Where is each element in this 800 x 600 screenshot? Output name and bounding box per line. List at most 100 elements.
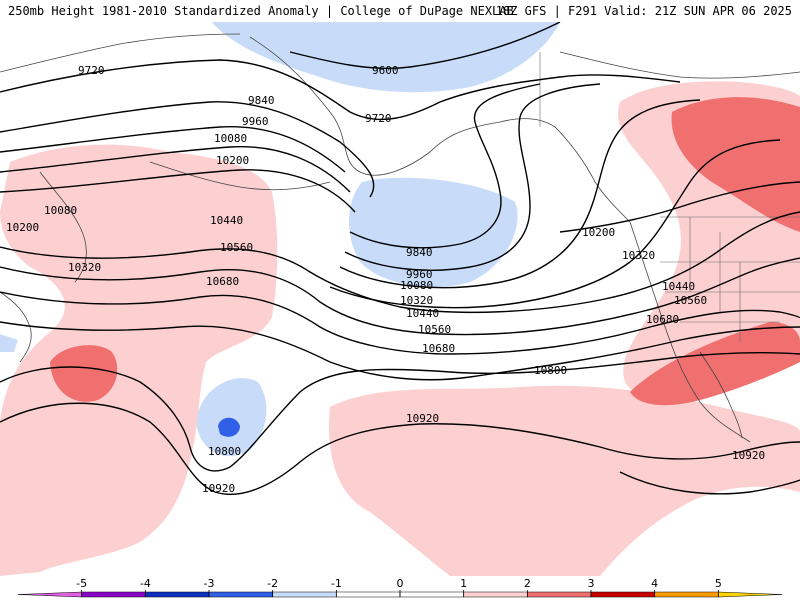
contour-label: 10560 (220, 241, 253, 254)
positive-anomaly-southwest (630, 322, 800, 406)
contour-10920-southeast (619, 471, 800, 495)
contour-9840-south (349, 83, 541, 249)
contour-9960-north (0, 125, 346, 173)
contour-label: 10440 (406, 307, 439, 320)
contour-10680 (0, 321, 800, 381)
contour-label: 10440 (210, 214, 243, 227)
colorbar-ticks: -5 -4 -3 -2 -1 0 1 2 3 4 5 (76, 577, 722, 597)
contour-10200-east (559, 181, 800, 233)
colorbar-segments (17, 591, 783, 598)
model-run-info: 18Z GFS | F291 Valid: 21Z SUN APR 06 202… (495, 4, 792, 18)
contour-label: 10800 (534, 364, 567, 377)
colorbar-tick-label: 3 (588, 577, 595, 590)
contour-10800 (0, 352, 800, 472)
coastline-north (0, 33, 241, 73)
colorbar-segment (654, 591, 719, 598)
contour-label: 10440 (662, 280, 695, 293)
contour-label: 10080 (214, 132, 247, 145)
contour-label: 10320 (400, 294, 433, 307)
colorbar-tick-label: 0 (397, 577, 404, 590)
contour-10200-north (0, 169, 356, 213)
contour-label: 10560 (418, 323, 451, 336)
coastline-japan (0, 291, 32, 363)
contour-label: 9840 (406, 246, 433, 259)
contour-label: 10200 (216, 154, 249, 167)
colorbar-tick-label: -3 (204, 577, 215, 590)
negative-anomaly-arctic (212, 22, 560, 93)
negative-anomaly-shading (0, 22, 560, 457)
contour-label: 9960 (242, 115, 269, 128)
negative-anomaly-small (0, 334, 18, 352)
title-bar: 250mb Height 1981-2010 Standardized Anom… (0, 0, 800, 22)
contour-10920 (0, 402, 800, 496)
colorbar-segment (718, 591, 783, 598)
contour-10320-gulf (329, 139, 781, 309)
height-contours (0, 22, 800, 496)
contour-label: 10800 (208, 445, 241, 458)
political-borders (539, 52, 800, 342)
contour-10320-west (0, 211, 800, 314)
coastline-alaska (249, 36, 556, 176)
contour-label: 9600 (372, 64, 399, 77)
colorbar: -5 -4 -3 -2 -1 0 1 2 3 4 5 (17, 577, 783, 598)
coastline-arctic-canada (559, 51, 800, 79)
positive-anomaly-west-pacific (0, 144, 278, 576)
contour-10440 (0, 257, 800, 336)
positive-anomaly-west-core (50, 345, 118, 402)
contour-label: 10080 (400, 279, 433, 292)
colorbar-segment (17, 591, 82, 598)
colorbar-tick-label: -5 (76, 577, 87, 590)
colorbar-tick-label: 2 (524, 577, 531, 590)
negative-anomaly-gulf-of-alaska (348, 177, 518, 288)
contour-label: 10920 (732, 449, 765, 462)
contour-label: 10200 (6, 221, 39, 234)
contour-label: 9720 (78, 64, 105, 77)
map-title: 250mb Height 1981-2010 Standardized Anom… (8, 4, 514, 18)
contour-label: 9840 (248, 94, 275, 107)
contour-label: 10320 (622, 249, 655, 262)
contour-label: 9720 (365, 112, 392, 125)
contour-9600 (289, 22, 561, 70)
colorbar-segment (590, 591, 655, 598)
negative-anomaly-central-pacific (196, 378, 267, 457)
coastline-west-coast (629, 221, 751, 443)
colorbar-tick-label: -1 (331, 577, 342, 590)
contour-label: 10200 (582, 226, 615, 239)
colorbar-tick-label: -4 (140, 577, 151, 590)
colorbar-tick-label: -2 (267, 577, 278, 590)
coastlines (0, 33, 800, 443)
contour-labels: 9600 9720 9720 9840 9960 10080 10200 100… (6, 64, 765, 495)
contour-label: 10680 (422, 342, 455, 355)
contour-9960-south (344, 83, 601, 271)
colorbar-segment (336, 591, 401, 598)
colorbar-segment (527, 591, 592, 598)
colorbar-tick-label: 4 (651, 577, 658, 590)
colorbar-segment (145, 591, 210, 598)
colorbar-segment (81, 591, 146, 598)
colorbar-tick-label: 1 (460, 577, 467, 590)
positive-anomaly-shading (0, 81, 800, 576)
contour-9840-north (0, 101, 375, 198)
positive-anomaly-pacific-nw (671, 97, 800, 232)
negative-anomaly-core (218, 417, 240, 437)
contour-label: 10320 (68, 261, 101, 274)
contour-9720 (0, 59, 681, 120)
contour-label: 10680 (206, 275, 239, 288)
positive-anomaly-south-pacific (329, 385, 800, 576)
contour-label: 10560 (674, 294, 707, 307)
colorbar-tick-label: 5 (715, 577, 722, 590)
coastline-aleutians (149, 161, 331, 191)
contour-label: 10920 (202, 482, 235, 495)
colorbar-segment (463, 591, 528, 598)
contour-label: 10680 (646, 313, 679, 326)
colorbar-segment (399, 591, 464, 598)
coastline-alaska-panhandle (554, 126, 631, 223)
contour-label: 10080 (44, 204, 77, 217)
colorbar-segment (272, 591, 337, 598)
colorbar-segment (208, 591, 273, 598)
coastline-baja (699, 351, 743, 439)
contour-10560 (0, 291, 800, 355)
contour-label: 9960 (406, 268, 433, 281)
anomaly-map: 9600 9720 9720 9840 9960 10080 10200 100… (0, 22, 800, 576)
contour-10080-north (0, 145, 351, 193)
